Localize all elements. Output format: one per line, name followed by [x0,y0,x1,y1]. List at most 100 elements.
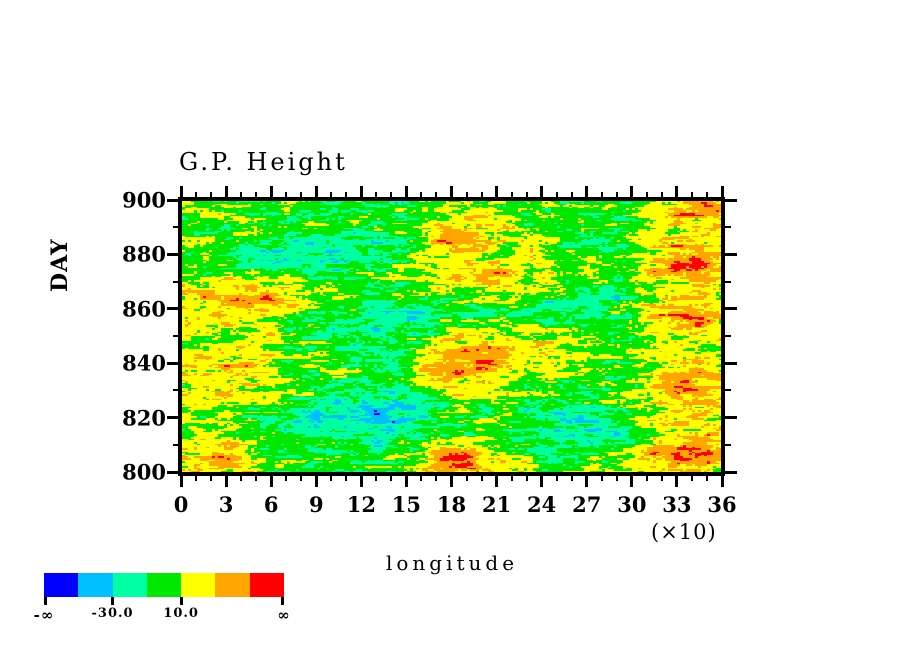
x-axis-multiplier-note: (×10) [651,520,717,544]
page-title: G.P. Height [179,148,348,176]
x-tick-label: 9 [308,492,324,517]
y-tick-major [724,416,737,420]
x-tick-label: 24 [527,492,557,517]
x-tick-label: 36 [707,492,737,517]
y-tick-major [167,416,180,420]
x-tick-minor [480,474,483,481]
x-tick-minor [465,192,468,199]
x-tick-minor [435,474,438,481]
x-tick-minor [615,474,618,481]
x-tick-minor [195,192,198,199]
heatmap-plot-area [181,200,722,472]
x-tick-minor [690,192,693,199]
colorbar-label: 10.0 [163,606,199,621]
x-tick-major [359,474,363,487]
x-tick-minor [390,474,393,481]
y-tick-label-wrap: 800 [0,460,166,497]
colorbar-tick [111,597,115,605]
x-tick-major [404,186,408,199]
x-tick-minor [375,192,378,199]
y-tick-major [724,198,737,202]
colorbar-tick [44,597,47,605]
x-tick-minor [660,474,663,481]
x-tick-major [720,474,724,487]
x-tick-major [269,474,273,487]
y-tick-minor [173,280,180,283]
y-axis-title: DAY [47,238,73,292]
y-tick-label: 800 [122,459,166,485]
x-tick-minor [300,474,303,481]
colorbar-label: -∞ [33,606,55,624]
x-tick-minor [555,192,558,199]
colorbar-tick [179,597,183,605]
y-tick-label-wrap: 820 [0,405,166,443]
y-tick-label-wrap: 860 [0,296,166,334]
x-tick-major [675,186,679,199]
x-tick-major [224,186,228,199]
x-tick-minor [285,192,288,199]
colorbar [44,573,284,597]
colorbar-strip [44,573,284,597]
x-tick-label: 18 [436,492,467,517]
colorbar-band-6 [249,573,284,597]
y-tick-minor [173,335,180,337]
axis-line-top [181,197,725,201]
y-tick-label: 820 [122,405,166,431]
y-tick-major [167,361,180,365]
x-tick-minor [600,192,603,199]
x-tick-label: 0 [173,492,189,517]
x-tick-minor [330,474,333,481]
x-tick-major [585,474,589,487]
x-tick-label: 27 [572,492,602,517]
x-tick-major [675,474,679,487]
x-tick-major [585,186,589,199]
y-tick-major [167,470,180,474]
x-tick-minor [510,474,513,481]
x-tick-major [179,186,183,199]
x-tick-major [630,186,634,199]
x-tick-major [269,186,273,199]
x-tick-minor [210,474,213,481]
y-tick-major [724,307,737,311]
colorbar-band-5 [215,573,250,597]
y-tick-label-wrap: 900 [0,188,166,225]
y-tick-label: 840 [122,350,166,376]
x-axis-title: longitude [385,551,519,575]
colorbar-tick [281,597,284,605]
x-tick-major [495,474,499,487]
x-tick-minor [705,474,708,481]
x-tick-minor [210,192,213,199]
x-tick-minor [525,474,528,481]
axis-line-bottom [181,472,725,476]
x-tick-minor [510,192,513,199]
y-tick-label-wrap: 840 [0,351,166,388]
x-tick-minor [420,192,423,199]
x-tick-minor [300,192,303,199]
x-tick-minor [570,192,573,199]
x-tick-minor [615,192,618,199]
y-tick-minor [173,226,180,229]
x-tick-label: 12 [346,492,376,517]
colorbar-band-2 [112,573,147,597]
y-tick-minor [724,443,731,446]
x-tick-major [630,474,634,487]
x-tick-major [540,186,544,199]
y-tick-minor [173,443,180,446]
x-tick-minor [645,474,648,481]
colorbar-label: -30.0 [91,606,134,621]
y-tick-minor [724,389,731,392]
x-tick-label: 21 [481,492,512,517]
x-tick-minor [255,192,258,199]
x-tick-label: 6 [263,492,279,517]
x-tick-major [720,186,724,199]
x-tick-minor [420,474,423,481]
x-tick-major [495,186,499,199]
y-tick-label: 880 [122,241,166,267]
x-tick-minor [705,192,708,199]
x-tick-major [314,186,318,199]
x-tick-major [450,474,453,487]
colorbar-band-3 [146,573,182,597]
x-tick-minor [240,474,243,481]
x-tick-minor [345,474,348,481]
x-tick-major [359,186,363,199]
